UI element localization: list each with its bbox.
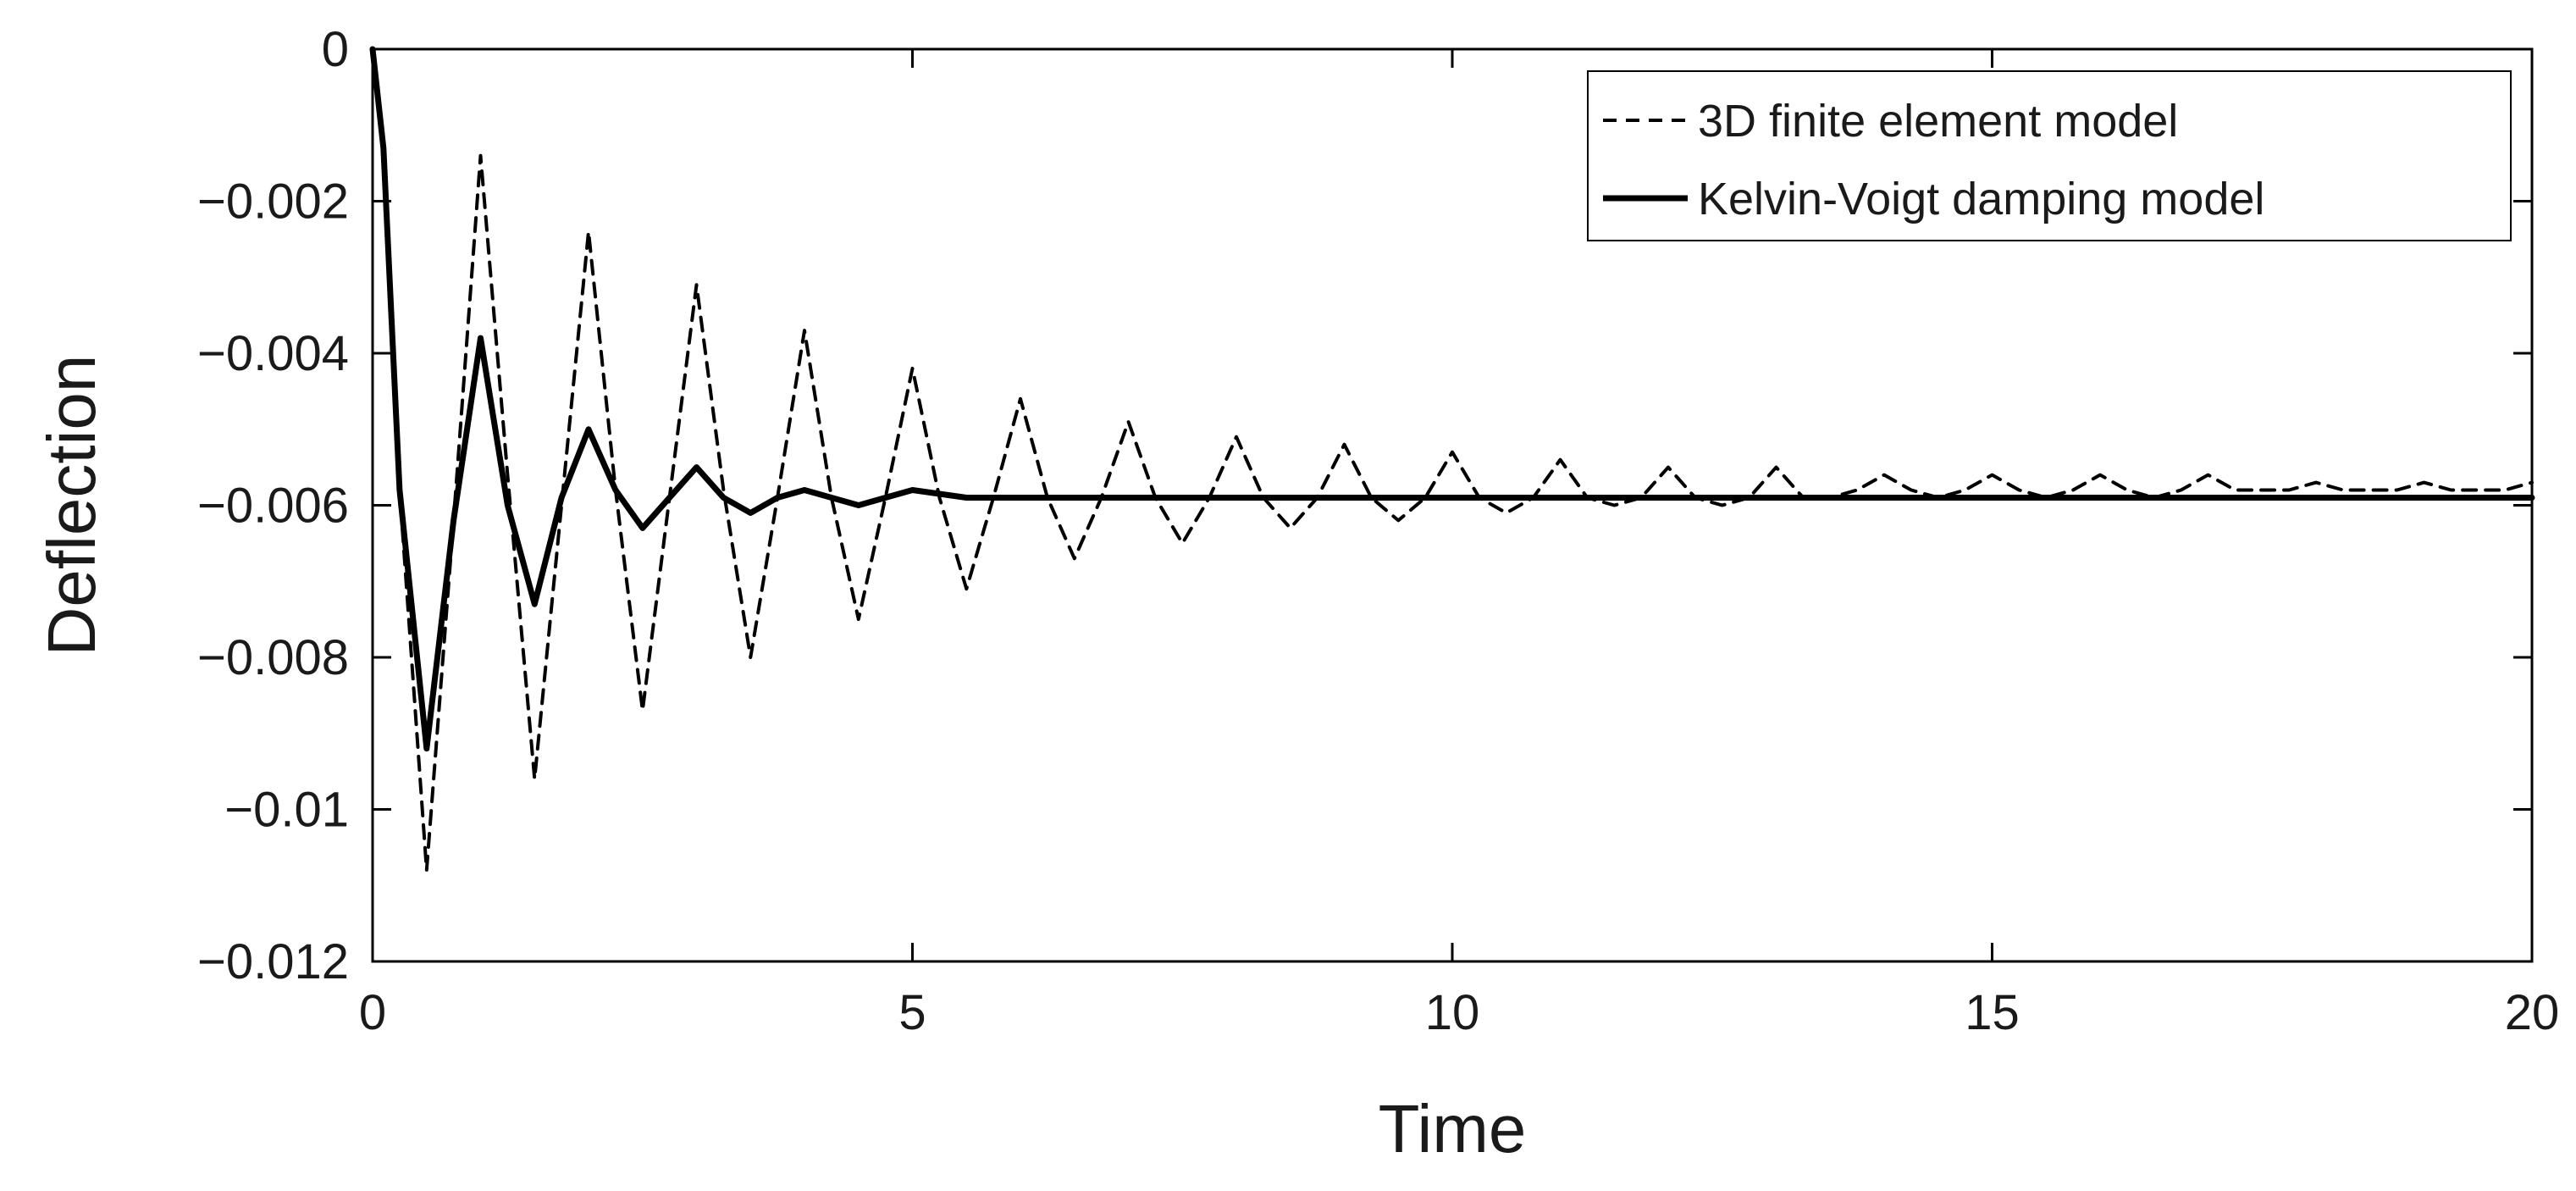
x-axis-label: Time bbox=[1379, 1091, 1527, 1166]
y-axis-label: Deflection bbox=[34, 355, 109, 656]
x-tick-label: 0 bbox=[359, 985, 386, 1040]
x-tick-label: 20 bbox=[2505, 985, 2560, 1040]
y-tick-label: −0.008 bbox=[197, 630, 349, 685]
series-line-kelvin-voigt bbox=[369, 46, 2535, 752]
y-tick-label: −0.004 bbox=[197, 326, 349, 381]
y-tick-label: 0 bbox=[322, 22, 349, 77]
legend: 3D finite element model Kelvin-Voigt dam… bbox=[1587, 70, 2512, 241]
ticks-layer: 0 5 10 15 20 0 −0.002 −0.004 −0.006 −0.008 −0.01 −0… bbox=[197, 22, 2559, 1040]
legend-box bbox=[1587, 70, 2512, 241]
x-tick-label: 15 bbox=[1965, 985, 2020, 1040]
series-layer bbox=[369, 46, 2535, 872]
series-line-fe-model bbox=[371, 47, 2534, 872]
x-tick-label: 10 bbox=[1425, 985, 1480, 1040]
y-tick-label: −0.012 bbox=[197, 934, 349, 989]
legend-label-kelvin-voigt: Kelvin-Voigt damping model bbox=[1698, 174, 2264, 224]
y-tick-label: −0.01 bbox=[224, 783, 349, 838]
legend-label-fe-model: 3D finite element model bbox=[1698, 96, 2178, 147]
y-tick-label: −0.006 bbox=[197, 479, 349, 534]
x-tick-label: 5 bbox=[898, 985, 926, 1040]
y-tick-label: −0.002 bbox=[197, 174, 349, 230]
